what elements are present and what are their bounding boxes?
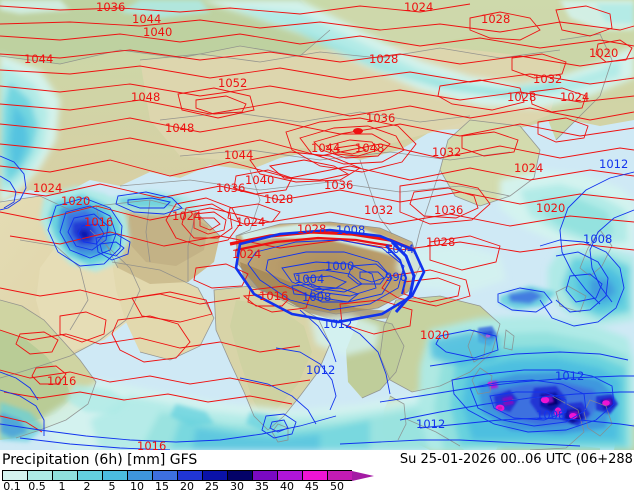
isobar-label: 1024 xyxy=(232,247,261,261)
isobar-label: 1020 xyxy=(589,46,618,60)
colorbar-swatch[interactable] xyxy=(302,470,327,481)
isobar-label: 1024 xyxy=(514,161,543,175)
isobar-label: 1052 xyxy=(218,76,247,90)
footer-timestamp: Su 25-01-2026 00..06 UTC (06+288) xyxy=(399,452,634,467)
isobar-label: 996 xyxy=(385,270,407,284)
isobar-label: 1036 xyxy=(366,111,395,125)
isobar-label: 1044 xyxy=(24,52,53,66)
precipitation-layer xyxy=(0,0,634,450)
colorbar-swatch[interactable] xyxy=(77,470,102,481)
isobar-label: 1032 xyxy=(432,145,461,159)
colorbar-tick: 10 xyxy=(130,480,144,490)
colorbar-tick: 2 xyxy=(83,480,91,490)
isobar-label: 1008 xyxy=(336,223,365,237)
colorbar-tick: 1 xyxy=(58,480,66,490)
colorbar-swatch[interactable] xyxy=(152,470,177,481)
isobar-label: 1036 xyxy=(434,203,463,217)
isobar-label: 1020 xyxy=(420,328,449,342)
colorbar-swatch[interactable] xyxy=(177,470,202,481)
isobar-high-layer xyxy=(0,3,634,433)
isobar-label: 1024 xyxy=(172,209,201,223)
isobar-label: 1012 xyxy=(323,317,352,331)
isobar-label: 1024 xyxy=(560,90,589,104)
isobar-label: 1048 xyxy=(131,90,160,104)
isobar-label: 1028 xyxy=(264,192,293,206)
isobar-label: 1024 xyxy=(33,181,62,195)
isobar-label: 1000 xyxy=(325,259,354,273)
footer-title: Precipitation (6h) [mm] GFS xyxy=(2,452,198,468)
colorbar-tick: 5 xyxy=(108,480,116,490)
colorbar-swatch[interactable] xyxy=(277,470,302,481)
isobar-label: 1008 xyxy=(302,290,331,304)
isobar-label: 1016 xyxy=(137,439,166,450)
colorbar-swatch[interactable] xyxy=(52,470,77,481)
colorbar-tick: 25 xyxy=(205,480,219,490)
isobar-label: 1028 xyxy=(297,222,326,236)
isobar-label: 1004 xyxy=(295,272,324,286)
colorbar-tick: 20 xyxy=(180,480,194,490)
colorbar-tick: 45 xyxy=(305,480,319,490)
isobar-label: 1032 xyxy=(364,203,393,217)
isobar-label: 1044 xyxy=(132,12,161,26)
colorbar-swatch[interactable] xyxy=(202,470,227,481)
isobar-label: 1012 xyxy=(599,157,628,171)
isobar-label: 1016 xyxy=(84,215,113,229)
colorbar-swatch[interactable] xyxy=(127,470,152,481)
isobar-label: 1012 xyxy=(416,417,445,431)
isobar-label: 1004 xyxy=(385,242,414,256)
colorbar-tick: 0.1 xyxy=(3,480,21,490)
colorbar-tick: 35 xyxy=(255,480,269,490)
isobar-low-layer xyxy=(0,155,634,450)
isobar-label: 1016 xyxy=(259,289,288,303)
isobar-label: 1048 xyxy=(165,121,194,135)
precipitation-map[interactable]: 1036 1044 1040 1024 1028 1044 1052 1048 1028 1020… xyxy=(0,0,634,450)
borders-layer xyxy=(0,29,613,450)
precipitation-colorbar[interactable] xyxy=(2,470,374,481)
isobar-label: 1024 xyxy=(236,215,265,229)
isobar-label: 1016 xyxy=(47,374,76,388)
isobar-label: 1008 xyxy=(536,408,565,422)
colorbar-tick: 30 xyxy=(230,480,244,490)
isobar-label: 1012 xyxy=(555,369,584,383)
isobar-label: 1044 xyxy=(311,141,340,155)
isobar-label: 1028 xyxy=(426,235,455,249)
isobar-label: 1020 xyxy=(61,194,90,208)
isobar-label: 1040 xyxy=(245,173,274,187)
colorbar-swatch[interactable] xyxy=(252,470,277,481)
colorbar-swatch[interactable] xyxy=(327,470,352,481)
colorbar-tick: 50 xyxy=(330,480,344,490)
isobar-label: 1028 xyxy=(369,52,398,66)
map-footer: Precipitation (6h) [mm] GFS Su 25-01-202… xyxy=(0,450,634,490)
isobar-label: 1036 xyxy=(324,178,353,192)
colorbar-swatch[interactable] xyxy=(227,470,252,481)
colorbar-swatch[interactable] xyxy=(27,470,52,481)
isobar-label: 1024 xyxy=(404,0,433,14)
isobar-label: 1028 xyxy=(481,12,510,26)
isobar-label: 1020 xyxy=(536,201,565,215)
colorbar-tick: 15 xyxy=(155,480,169,490)
isobar-label: 1036 xyxy=(96,0,125,14)
isobar-label: 1044 xyxy=(224,148,253,162)
isobar-label: 1028 xyxy=(507,90,536,104)
colorbar-tick: 0.5 xyxy=(28,480,46,490)
colorbar-swatch[interactable] xyxy=(102,470,127,481)
colorbar-overflow-arrow xyxy=(352,470,374,481)
colorbar-tick: 40 xyxy=(280,480,294,490)
isobar-label: 1008 xyxy=(583,232,612,246)
isobar-label: 1036 xyxy=(216,181,245,195)
colorbar-swatch[interactable] xyxy=(2,470,27,481)
isobar-label: 1048 xyxy=(355,141,384,155)
isobar-label: 1012 xyxy=(306,363,335,377)
isobar-label: 1032 xyxy=(533,72,562,86)
isobar-label: 1040 xyxy=(143,25,172,39)
